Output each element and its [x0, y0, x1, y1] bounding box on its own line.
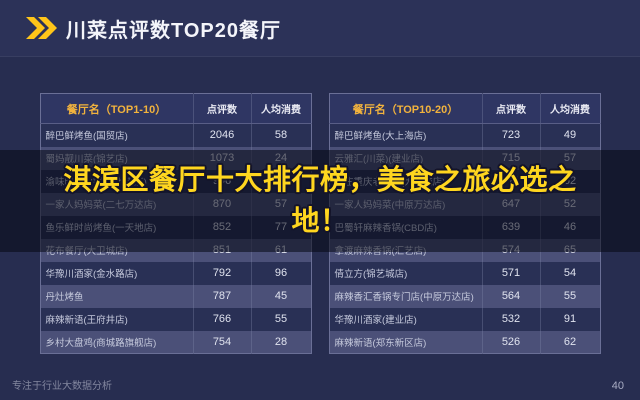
column-header: 人均消费	[539, 93, 600, 124]
headline-text: 淇滨区餐厅十大排行榜，美食之旅必选之地！	[63, 164, 577, 236]
restaurant-name: 麻辣新语(郑东新区店)	[334, 337, 427, 349]
review-count: 2046	[192, 123, 251, 147]
avg-spend: 28	[250, 330, 311, 354]
restaurant-name: 华豫川酒家(金水路店)	[45, 269, 138, 280]
avg-spend: 58	[250, 123, 311, 147]
avg-spend: 91	[539, 307, 600, 331]
avg-spend: 96	[250, 261, 311, 285]
table-row: 乡村大盘鸡(商城路旗舰店) 754 28	[40, 330, 311, 354]
avg-spend: 55	[250, 307, 311, 331]
restaurant-name: 醉巴鲜烤鱼(大上海店)	[334, 131, 427, 143]
avg-spend: 45	[250, 284, 311, 308]
page-title: 川菜点评数TOP20餐厅	[66, 19, 281, 42]
restaurant-name: 醉巴鲜烤鱼(国贸店)	[45, 131, 128, 143]
restaurant-name: 丹灶烤鱼	[45, 292, 84, 303]
double-chevron-icon	[26, 17, 57, 39]
slide-header: 川菜点评数TOP20餐厅	[0, 0, 640, 57]
avg-spend: 49	[539, 123, 600, 147]
headline-banner: 淇滨区餐厅十大排行榜，美食之旅必选之地！	[0, 150, 640, 252]
table-header-row: 餐厅名（TOP1-10） 点评数 人均消费	[40, 93, 311, 124]
table-row: 醉巴鲜烤鱼(大上海店) 723 49	[329, 123, 600, 147]
restaurant-name: 乡村大盘鸡(商城路旗舰店)	[45, 337, 157, 349]
slide-footer: 专注于行业大数据分析 40	[0, 377, 640, 392]
restaurant-name: 倩立方(锦艺城店)	[334, 269, 408, 280]
restaurant-column-header: 餐厅名（TOP1-10）	[40, 93, 193, 124]
table-header-row: 餐厅名（TOP10-20） 点评数 人均消费	[329, 93, 600, 124]
footer-tagline: 专注于行业大数据分析	[12, 381, 112, 392]
table-row: 丹灶烤鱼 787 45	[40, 284, 311, 308]
restaurant-name: 麻辣新语(王府井店)	[45, 315, 128, 326]
table-row: 麻辣香汇香锅专门店(中原万达店) 564 55	[329, 284, 600, 308]
table-row: 华豫川酒家(建业店) 532 91	[329, 307, 600, 331]
table-row: 醉巴鲜烤鱼(国贸店) 2046 58	[40, 123, 311, 147]
table-row: 麻辣新语(王府井店) 766 55	[40, 307, 311, 331]
review-count: 532	[481, 307, 540, 331]
review-count: 571	[481, 261, 540, 285]
review-count: 787	[192, 284, 251, 308]
review-count: 723	[481, 123, 540, 147]
review-count: 526	[481, 330, 540, 354]
avg-spend: 55	[539, 284, 600, 308]
double-chevron-svg	[26, 17, 57, 39]
restaurant-name: 华豫川酒家(建业店)	[334, 315, 417, 326]
restaurant-name: 麻辣香汇香锅专门店(中原万达店)	[334, 292, 474, 303]
column-header: 点评数	[481, 93, 540, 124]
page-number: 40	[611, 380, 624, 392]
review-count: 754	[192, 330, 251, 354]
avg-spend: 62	[539, 330, 600, 354]
table-row: 华豫川酒家(金水路店) 792 96	[40, 261, 311, 285]
table-row: 麻辣新语(郑东新区店) 526 62	[329, 330, 600, 354]
avg-spend: 54	[539, 261, 600, 285]
review-count: 792	[192, 261, 251, 285]
column-header: 人均消费	[250, 93, 311, 124]
restaurant-column-header: 餐厅名（TOP10-20）	[329, 93, 482, 124]
review-count: 766	[192, 307, 251, 331]
table-row: 倩立方(锦艺城店) 571 54	[329, 261, 600, 285]
column-header: 点评数	[192, 93, 251, 124]
review-count: 564	[481, 284, 540, 308]
